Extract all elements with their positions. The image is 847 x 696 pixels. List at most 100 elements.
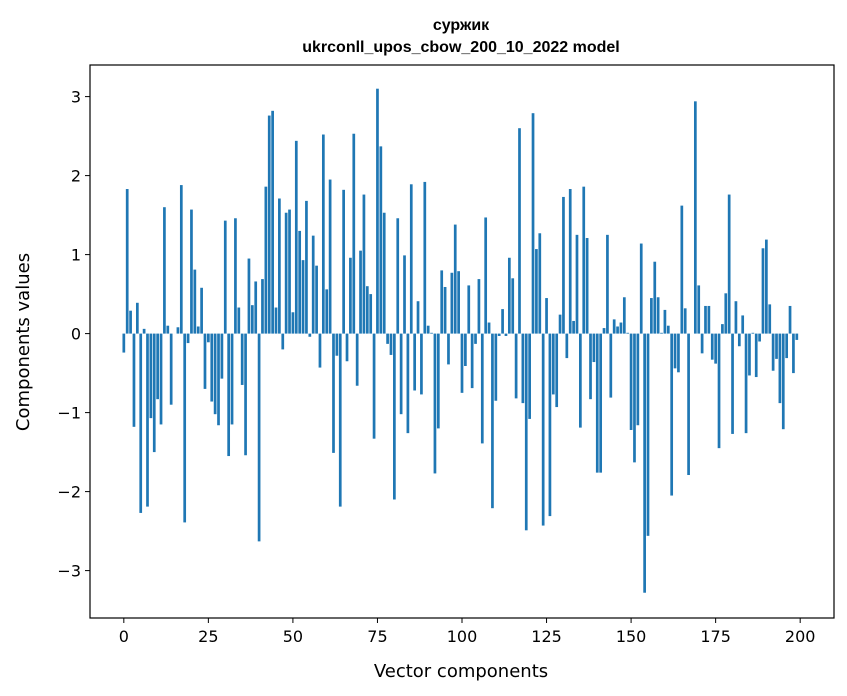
bar-series <box>122 88 799 593</box>
bar <box>606 234 609 334</box>
bar <box>636 333 640 426</box>
bar <box>443 286 447 334</box>
bar <box>176 327 180 334</box>
bar <box>403 255 406 334</box>
bar <box>254 281 258 334</box>
bar <box>734 301 738 334</box>
bar <box>765 239 768 334</box>
bar <box>507 257 511 334</box>
x-tick-label: 50 <box>283 627 303 646</box>
bar <box>497 333 501 336</box>
bar <box>200 287 203 334</box>
bar <box>163 207 166 334</box>
bar <box>477 279 481 334</box>
bar <box>430 332 433 334</box>
bar <box>555 333 559 408</box>
bar <box>467 285 471 334</box>
bar <box>207 333 210 343</box>
y-axis-ticks: 3 2 1 0 −1 −2 −3 <box>57 88 90 581</box>
bar <box>274 307 278 334</box>
bar <box>565 333 569 359</box>
bar <box>511 278 515 334</box>
bar <box>643 333 646 593</box>
bar <box>420 333 423 395</box>
bar <box>792 333 795 374</box>
x-axis-ticks: 0 25 50 75 100 125 150 175 200 <box>119 618 815 646</box>
plot-area-frame <box>89 64 835 619</box>
bar <box>406 333 410 434</box>
y-tick-label: 2 <box>71 167 81 186</box>
bar <box>223 220 227 334</box>
bar <box>599 333 603 473</box>
bar <box>589 333 592 400</box>
bar <box>342 189 345 334</box>
bar <box>352 133 356 334</box>
bar <box>741 315 745 334</box>
chart-title: суржик <box>433 17 490 34</box>
bar <box>748 333 751 376</box>
bar <box>190 209 193 334</box>
bar <box>135 302 139 334</box>
bar <box>369 294 373 334</box>
bar <box>288 209 291 334</box>
bar <box>754 333 758 378</box>
x-axis-label: Vector components <box>374 661 548 682</box>
bar <box>122 333 126 353</box>
bar <box>335 333 339 356</box>
bar <box>237 307 241 334</box>
bar <box>663 309 667 334</box>
bar <box>653 261 657 334</box>
bar <box>717 333 721 449</box>
bar <box>169 333 173 405</box>
bar <box>213 333 217 415</box>
bar <box>541 333 545 526</box>
bar <box>683 308 687 334</box>
bar <box>558 314 562 334</box>
bar <box>264 186 268 334</box>
bar <box>704 305 707 334</box>
bar <box>156 333 159 400</box>
bar <box>284 212 288 334</box>
bar <box>149 333 153 419</box>
bar <box>132 333 136 427</box>
x-tick-label: 175 <box>700 627 731 646</box>
bar <box>609 333 613 398</box>
bar <box>359 250 362 334</box>
y-tick-label: −3 <box>57 562 81 581</box>
chart-subtitle: ukrconll_upos_cbow_200_10_2022 model <box>302 39 619 56</box>
bar <box>179 185 183 334</box>
bar <box>595 333 599 473</box>
bar <box>633 333 636 463</box>
bar <box>196 326 200 334</box>
y-tick-label: 0 <box>71 325 81 344</box>
y-tick-label: 3 <box>71 88 81 107</box>
bar <box>450 272 454 334</box>
bar <box>291 312 295 334</box>
bar <box>771 333 775 371</box>
bar <box>700 333 704 354</box>
bar <box>602 328 606 334</box>
bar <box>524 333 528 531</box>
bar <box>562 196 565 334</box>
bar <box>311 235 315 334</box>
bar <box>538 233 542 334</box>
bar <box>271 110 274 334</box>
bar <box>240 333 244 385</box>
bar <box>217 333 220 426</box>
bar <box>257 333 261 542</box>
bar <box>710 333 714 360</box>
bar <box>737 333 741 347</box>
bar <box>372 333 376 439</box>
bar <box>528 333 531 419</box>
bar <box>778 333 782 404</box>
y-axis-label: Components values <box>13 253 34 431</box>
bar <box>464 333 467 366</box>
bar <box>261 279 264 334</box>
bar <box>416 301 420 334</box>
bar <box>744 333 748 434</box>
bar <box>139 333 143 513</box>
bar <box>230 333 234 425</box>
bar <box>125 189 129 334</box>
bar <box>622 297 626 334</box>
